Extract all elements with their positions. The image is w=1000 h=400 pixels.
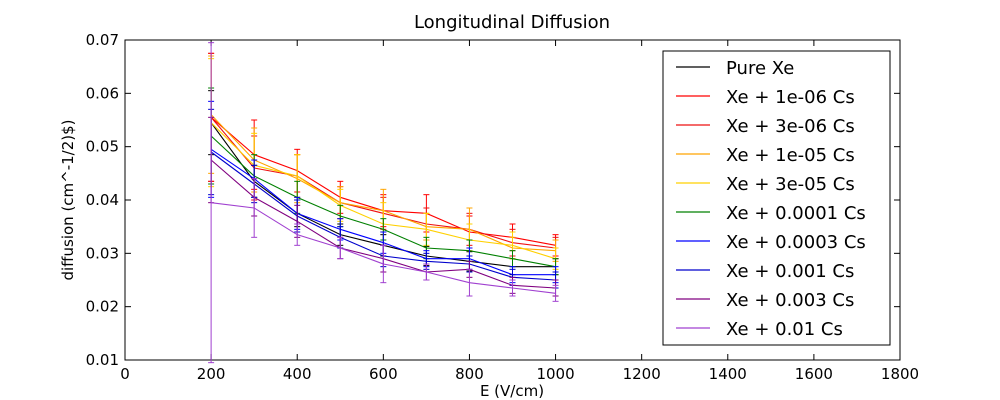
y-tick-label: 0.01 bbox=[86, 351, 119, 369]
x-tick-label: 1600 bbox=[795, 365, 833, 383]
y-tick-label: 0.07 bbox=[86, 31, 119, 49]
series-line bbox=[211, 202, 556, 294]
x-tick-label: 600 bbox=[369, 365, 398, 383]
y-tick-label: 0.05 bbox=[86, 138, 119, 156]
y-tick-label: 0.06 bbox=[86, 84, 119, 102]
x-tick-label: 1200 bbox=[623, 365, 661, 383]
series-line bbox=[210, 148, 556, 276]
y-tick-label: 0.03 bbox=[86, 244, 119, 262]
legend-label: Xe + 1e-05 Cs bbox=[726, 145, 855, 166]
y-axis-title: diffusion (cm^-1/2)$) bbox=[59, 119, 77, 280]
legend-label: Xe + 0.001 Cs bbox=[726, 261, 854, 282]
legend-label: Xe + 0.0003 Cs bbox=[726, 232, 866, 253]
legend: Pure Xe Xe + 1e-06 Cs Xe + 3e-06 Cs Xe + 1e… bbox=[662, 50, 891, 346]
legend-label: Pure Xe bbox=[726, 58, 794, 79]
legend-label: Xe + 0.003 Cs bbox=[726, 290, 854, 311]
y-tick-label: 0.04 bbox=[86, 191, 119, 209]
x-tick-label: 400 bbox=[283, 365, 312, 383]
series-line bbox=[210, 135, 556, 268]
x-tick-label: 1400 bbox=[709, 365, 747, 383]
legend-label: Xe + 3e-06 Cs bbox=[726, 116, 855, 137]
x-tick-label: 1800 bbox=[881, 365, 919, 383]
x-tick-label: 200 bbox=[197, 365, 226, 383]
legend-label: Xe + 0.01 Cs bbox=[726, 319, 843, 340]
x-tick-label: 1000 bbox=[536, 365, 574, 383]
x-tick-label: 0 bbox=[120, 365, 130, 383]
legend-label: Xe + 1e-06 Cs bbox=[726, 87, 855, 108]
legend-label: Xe + 3e-05 Cs bbox=[726, 174, 855, 195]
legend-box bbox=[662, 50, 891, 346]
x-tick-label: 800 bbox=[455, 365, 484, 383]
legend-label: Xe + 0.0001 Cs bbox=[726, 203, 866, 224]
y-tick-label: 0.02 bbox=[86, 298, 119, 316]
series-9 bbox=[208, 42, 559, 364]
chart-title: Longitudinal Diffusion bbox=[414, 12, 610, 33]
x-axis-title: E (V/cm) bbox=[480, 382, 544, 400]
